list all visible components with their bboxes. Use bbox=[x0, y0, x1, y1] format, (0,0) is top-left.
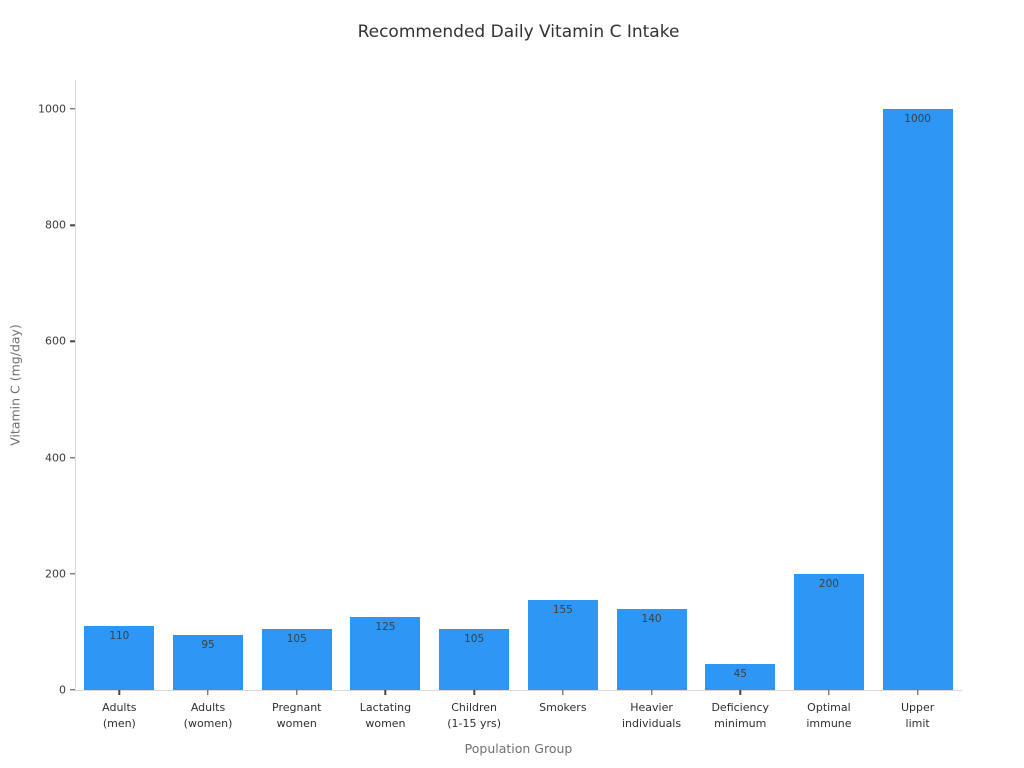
x-tick-mark bbox=[384, 690, 387, 695]
bar-value-label: 45 bbox=[733, 667, 747, 680]
bar-deficiency-minimum: 45 bbox=[705, 663, 776, 690]
x-tick-label: Heavier individuals bbox=[621, 701, 682, 730]
x-tick-label: Optimal immune bbox=[806, 701, 852, 730]
y-tick-label: 800 bbox=[45, 218, 66, 232]
bar-heavier-individuals: 140 bbox=[616, 608, 687, 690]
x-tick-label: Lactating women bbox=[359, 701, 412, 730]
y-tick-label: 0 bbox=[59, 683, 66, 697]
y-axis-line bbox=[75, 80, 76, 691]
bar-upper-limit: 1000 bbox=[882, 109, 953, 690]
bar-value-label: 105 bbox=[286, 633, 307, 645]
bar-value-label: 1000 bbox=[904, 113, 931, 126]
bar-value-label: 200 bbox=[818, 577, 839, 590]
bar-optimal-immune: 200 bbox=[793, 573, 864, 690]
y-tick-mark bbox=[70, 456, 75, 459]
x-tick-mark bbox=[118, 690, 121, 695]
y-tick-mark bbox=[70, 108, 75, 110]
bar-value-label: 140 bbox=[641, 612, 662, 625]
x-tick-label: Pregnant women bbox=[272, 701, 322, 730]
x-tick-label: Children (1-15 yrs) bbox=[447, 701, 502, 730]
y-tick-label: 1000 bbox=[38, 102, 66, 116]
bar-value-label: 95 bbox=[201, 638, 215, 651]
bar-value-label: 155 bbox=[552, 603, 573, 616]
y-tick-label: 200 bbox=[45, 567, 66, 581]
x-axis-line bbox=[75, 690, 962, 691]
bar-lactating-women: 125 bbox=[350, 617, 421, 690]
bar-children-1-15-yrs: 105 bbox=[439, 629, 510, 690]
bar-adults-women: 95 bbox=[173, 634, 244, 690]
y-tick-mark bbox=[70, 340, 75, 343]
x-tick-mark bbox=[296, 690, 298, 695]
bar-smokers: 155 bbox=[527, 599, 598, 690]
y-tick-mark bbox=[70, 573, 75, 575]
bar-value-label: 110 bbox=[109, 630, 130, 643]
x-tick-mark bbox=[828, 690, 830, 695]
chart-title: Recommended Daily Vitamin C Intake bbox=[357, 22, 680, 42]
x-tick-label: Upper limit bbox=[900, 701, 935, 730]
x-tick-mark bbox=[207, 690, 209, 695]
x-tick-label: Adults (men) bbox=[102, 701, 137, 730]
x-tick-mark bbox=[650, 690, 653, 695]
x-tick-mark bbox=[473, 690, 475, 695]
x-tick-mark bbox=[562, 690, 564, 695]
x-tick-label: Adults (women) bbox=[183, 701, 233, 730]
bar-value-label: 125 bbox=[375, 621, 396, 634]
x-tick-label: Smokers bbox=[539, 701, 587, 714]
y-tick-label: 600 bbox=[45, 334, 66, 348]
y-tick-label: 400 bbox=[45, 451, 66, 465]
x-tick-label: Deficiency minimum bbox=[711, 701, 770, 730]
y-tick-mark bbox=[70, 689, 75, 691]
y-tick-mark bbox=[70, 224, 75, 226]
bar-pregnant-women: 105 bbox=[261, 629, 332, 690]
x-tick-mark bbox=[916, 690, 919, 695]
bar-adults-men: 110 bbox=[84, 626, 155, 690]
bar-value-label: 105 bbox=[464, 633, 485, 645]
x-axis-title: Population Group bbox=[464, 741, 573, 756]
x-tick-mark bbox=[739, 690, 741, 695]
